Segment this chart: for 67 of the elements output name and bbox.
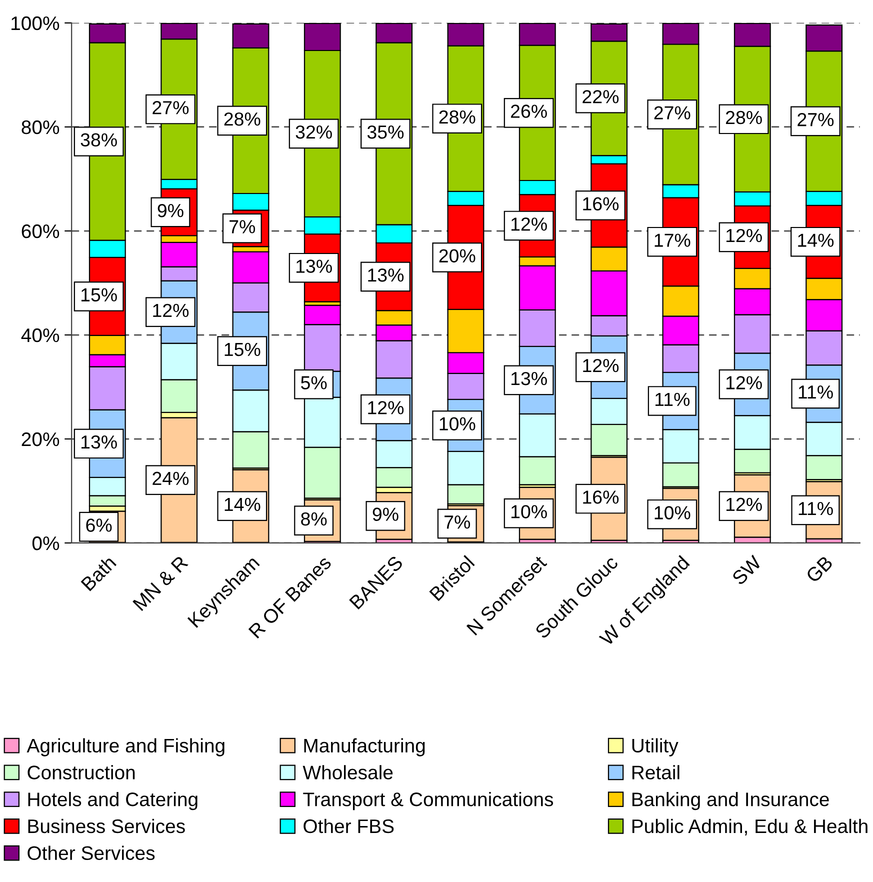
data-label: 10% [440, 417, 476, 430]
legend-label: Transport & Communications [303, 792, 554, 810]
y-tick-label: 20% [22, 432, 60, 446]
data-label: 12% [153, 304, 189, 318]
data-label: 9% [372, 508, 398, 521]
y-tick-label: 100% [12, 16, 60, 30]
data-label: 13% [296, 260, 332, 273]
data-label: 28% [224, 112, 260, 126]
data-label: 15% [224, 342, 260, 356]
legend-label: Public Admin, Edu & Health [632, 818, 868, 836]
data-label: 12% [726, 228, 762, 242]
legend-label: Retail [632, 765, 680, 780]
data-label: 7% [230, 220, 256, 234]
y-tick-label: 60% [22, 224, 60, 238]
data-label: 38% [80, 133, 117, 147]
legend-label: Manufacturing [304, 738, 425, 756]
legend-label: Agriculture and Fishing [26, 738, 224, 756]
legend-label: Other FBS [304, 818, 394, 834]
y-tick-label: 40% [21, 328, 60, 342]
legend-label: Utility [632, 738, 678, 756]
data-label: 16% [583, 490, 619, 504]
data-label: 15% [81, 288, 117, 302]
data-label: 10% [511, 505, 547, 518]
legend-label: Construction [28, 765, 135, 780]
data-label: 10% [654, 506, 690, 520]
data-label: 17% [654, 234, 690, 247]
data-label: 27% [152, 101, 189, 114]
data-label: 13% [81, 435, 117, 449]
data-label: 5% [301, 376, 327, 390]
data-label: 12% [583, 358, 619, 372]
data-label: 28% [726, 110, 762, 124]
data-label: 12% [726, 498, 762, 511]
data-label: 6% [86, 518, 112, 532]
x-tick-label: Bath [80, 554, 117, 592]
data-label: 7% [444, 516, 470, 529]
data-label: 11% [798, 502, 833, 516]
data-label: 14% [798, 234, 834, 247]
data-label: 16% [583, 197, 619, 210]
legend-label: Business Services [28, 818, 185, 834]
legend-label: Wholesale [302, 765, 393, 780]
x-tick-label: GB [805, 555, 834, 584]
legend-label: Banking and Insurance [632, 792, 829, 810]
legend-label: Hotels and Catering [28, 792, 198, 810]
y-tick-label: 0% [32, 536, 60, 550]
x-tick-label: SW [731, 554, 762, 586]
data-label: 12% [726, 376, 762, 390]
data-label: 32% [296, 125, 332, 139]
data-label: 14% [224, 498, 260, 511]
data-label: 24% [152, 472, 189, 485]
data-label: 11% [656, 392, 690, 406]
data-label: 28% [439, 110, 476, 124]
data-label: 20% [439, 249, 476, 262]
data-label: 27% [654, 106, 690, 120]
data-label: 13% [368, 268, 404, 282]
data-label: 8% [301, 512, 327, 526]
y-tick-label: 80% [22, 120, 60, 134]
data-label: 26% [510, 104, 547, 118]
legend-label: Other Services [28, 846, 155, 860]
x-tick-label: MN & R [132, 555, 189, 612]
data-label: 35% [367, 125, 404, 139]
data-label: 27% [798, 112, 834, 126]
data-label: 9% [158, 204, 184, 218]
data-label: 11% [798, 386, 833, 399]
data-label: 12% [511, 218, 547, 231]
data-label: 13% [511, 372, 547, 386]
data-label: 22% [582, 90, 619, 104]
data-label: 12% [368, 401, 404, 414]
